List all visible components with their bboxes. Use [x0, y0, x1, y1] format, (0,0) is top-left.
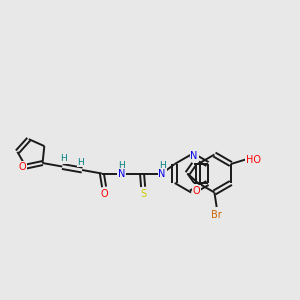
Text: N: N: [158, 169, 166, 178]
Text: H: H: [60, 154, 67, 163]
Text: O: O: [193, 186, 200, 196]
Text: O: O: [100, 189, 108, 199]
Text: N: N: [118, 169, 126, 178]
Text: S: S: [140, 189, 146, 199]
Text: Br: Br: [211, 210, 222, 220]
Text: H: H: [159, 161, 166, 170]
Text: N: N: [190, 151, 198, 161]
Text: H: H: [78, 158, 84, 167]
Text: HO: HO: [246, 154, 261, 165]
Text: H: H: [118, 161, 125, 170]
Text: O: O: [19, 162, 26, 172]
